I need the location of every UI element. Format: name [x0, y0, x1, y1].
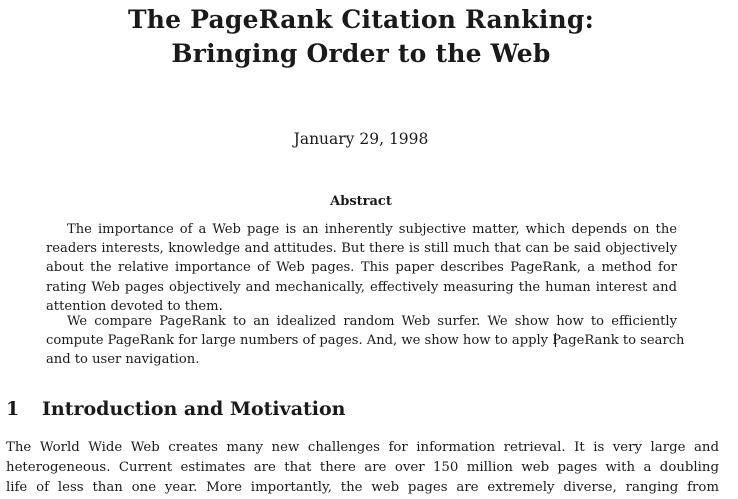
abstract-line: readers interests, knowledge and attitud…: [46, 241, 677, 257]
abstract-paragraph-2: We compare PageRank to an idealized rand…: [46, 312, 685, 370]
abstract-line: compute PageRank for large numbers of pa…: [46, 333, 685, 349]
abstract-line: We compare PageRank to an idealized rand…: [67, 314, 677, 329]
text-cursor: [555, 333, 556, 347]
abstract-paragraph-1: The importance of a Web page is an inher…: [46, 220, 677, 316]
section-body: The World Wide Web creates many new chal…: [6, 438, 719, 497]
abstract-heading: Abstract: [330, 194, 392, 209]
paper-title-line-1: The PageRank Citation Ranking:: [127, 5, 595, 34]
abstract-line: about the relative importance of Web pag…: [46, 260, 677, 276]
paper-title-line-2: Bringing Order to the Web: [171, 39, 551, 68]
section-heading: 1 Introduction and Motivation: [6, 396, 345, 422]
abstract-line: rating Web pages objectively and mechani…: [46, 279, 677, 295]
paper-date: January 29, 1998: [293, 130, 429, 148]
abstract-line: attention devoted to them.: [46, 298, 223, 314]
body-line: life of less than one year. More importa…: [6, 479, 719, 495]
section-title: Introduction and Motivation: [42, 398, 346, 420]
body-line: The World Wide Web creates many new chal…: [6, 440, 719, 455]
body-line: heterogeneous. Current estimates are tha…: [6, 459, 719, 475]
abstract-line: The importance of a Web page is an inher…: [67, 222, 677, 237]
abstract-line: and to user navigation.: [46, 352, 200, 368]
section-number: 1: [6, 398, 20, 420]
